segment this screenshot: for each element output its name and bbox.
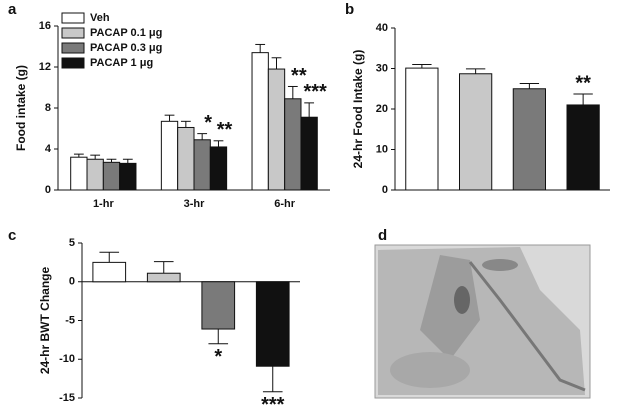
bar xyxy=(92,261,127,283)
legend-swatch xyxy=(61,27,85,39)
y-tick-label: 0 xyxy=(45,184,51,196)
bar xyxy=(201,281,236,330)
panel-label: b xyxy=(345,1,354,18)
y-tick-label: -5 xyxy=(65,314,75,326)
x-tick-label: 6-hr xyxy=(274,198,296,210)
y-tick-label: 5 xyxy=(69,237,75,249)
significance: * xyxy=(214,346,222,368)
legend-swatch xyxy=(61,12,85,24)
significance: ** xyxy=(217,119,233,141)
bar xyxy=(251,52,269,191)
y-tick-label: -10 xyxy=(59,353,75,365)
y-tick-label: 10 xyxy=(376,143,388,155)
bar xyxy=(102,161,121,191)
y-tick-label: -15 xyxy=(59,392,75,404)
legend-label: Veh xyxy=(90,12,110,24)
y-tick-label: 0 xyxy=(382,184,388,196)
significance: *** xyxy=(261,394,285,416)
y-tick-label: 16 xyxy=(39,20,51,32)
bar xyxy=(267,68,286,191)
y-tick-label: 4 xyxy=(45,143,52,155)
x-tick-label: 1-hr xyxy=(93,198,115,210)
legend-swatch xyxy=(61,42,85,54)
panel-label: d xyxy=(378,227,387,244)
bar xyxy=(405,67,439,191)
bar xyxy=(300,116,318,191)
bar xyxy=(177,126,195,191)
y-tick-label: 0 xyxy=(69,276,75,288)
bar xyxy=(193,139,211,191)
y-axis-label: 24-hr BWT Change xyxy=(38,267,52,375)
legend-swatch xyxy=(61,57,85,69)
y-tick-label: 30 xyxy=(376,62,388,74)
bar xyxy=(284,98,302,191)
bar xyxy=(146,272,181,283)
panel-label: c xyxy=(8,227,16,244)
bar xyxy=(119,162,137,191)
bar xyxy=(459,73,493,191)
legend-label: PACAP 0.1 μg xyxy=(90,27,162,39)
histology-image xyxy=(374,244,591,399)
significance: ** xyxy=(291,65,307,87)
bar xyxy=(566,104,600,191)
significance: ** xyxy=(575,72,591,94)
y-axis-label: Food intake (g) xyxy=(14,65,28,151)
bar xyxy=(209,146,228,191)
y-axis-label: 24-hr Food Intake (g) xyxy=(351,50,365,169)
significance: *** xyxy=(303,81,327,103)
bar xyxy=(255,281,290,367)
y-tick-label: 20 xyxy=(376,103,388,115)
significance: * xyxy=(204,112,212,134)
panel-label: a xyxy=(8,1,17,18)
bar xyxy=(70,156,88,191)
legend-label: PACAP 1 μg xyxy=(90,57,153,69)
y-tick-label: 8 xyxy=(45,102,51,114)
legend-label: PACAP 0.3 μg xyxy=(90,42,162,54)
x-tick-label: 3-hr xyxy=(184,198,206,210)
bar xyxy=(160,120,179,191)
bar xyxy=(86,158,104,191)
y-tick-label: 12 xyxy=(39,61,51,73)
bar xyxy=(512,88,546,191)
y-tick-label: 40 xyxy=(376,22,388,34)
